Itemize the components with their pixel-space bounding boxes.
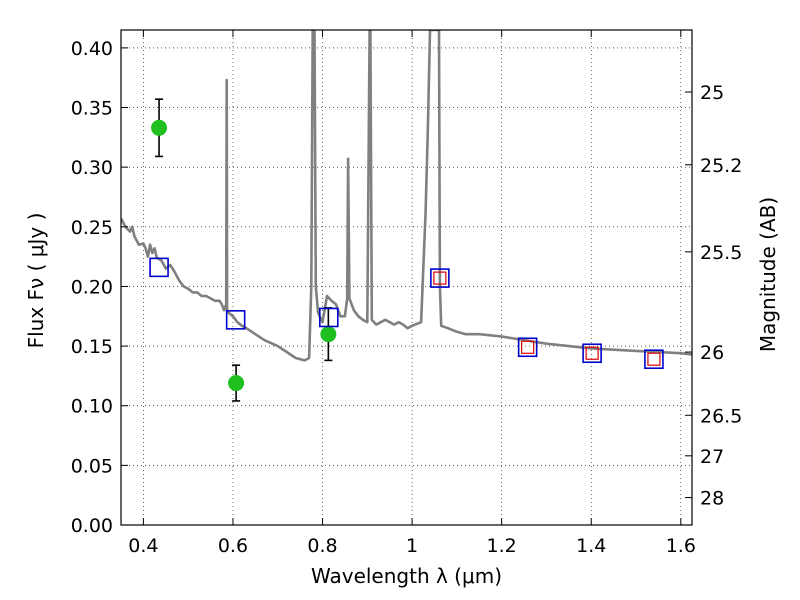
right-tick-label: 25.5 [700,242,742,264]
y-tick-label: 0.05 [71,455,113,477]
model-band-square [318,307,339,328]
model-band-square [517,337,538,358]
grid-lines [121,30,692,526]
model-band-inner-square [647,352,661,366]
y-tick-label: 0.20 [71,276,113,298]
photometry-markers [149,98,664,402]
axis-ticks: 0.4 0.6 0.8 1 1.2 1.4 1.6 0.00 0.05 0.10 0.15 0.20 0… [71,30,742,557]
y-axis-label: Flux Fν ( μJy ) [24,213,48,349]
y-axis-right-label: Magnitude (AB) [756,197,780,352]
x-tick-label: 1.4 [576,535,606,557]
x-tick-label: 0.4 [128,535,158,557]
x-tick-label: 1 [406,535,418,557]
y-tick-label: 0.10 [71,396,113,418]
y-tick-label: 0.15 [71,336,113,358]
model-spectrum-line [121,30,692,362]
observed-flux-point [228,375,245,392]
model-band-square [225,310,246,330]
model-band-square [430,268,450,288]
y-tick-label: 0.35 [71,98,113,120]
model-band-inner-square [585,346,599,360]
model-band-square [644,349,664,370]
observed-flux-point [320,326,337,343]
x-tick-label: 0.6 [218,535,248,557]
observed-flux-point [151,119,168,136]
model-band-inner-square [521,340,535,354]
x-tick-label: 0.8 [307,535,337,557]
model-band-square [149,257,169,278]
right-tick-label: 26 [700,342,724,364]
x-axis-label: Wavelength λ (μm) [311,564,502,588]
model-band-inner-square [433,271,447,285]
spectrum-series [121,30,692,362]
x-tick-label: 1.6 [666,535,696,557]
plot-frame [120,29,693,526]
right-tick-label: 28 [700,488,724,510]
right-tick-label: 27 [700,446,724,468]
right-tick-label: 25.2 [700,155,742,177]
right-tick-label: 26.5 [700,405,742,427]
y-tick-label: 0.30 [71,157,113,179]
y-tick-label: 0.00 [71,515,113,537]
y-tick-label: 0.40 [71,38,113,60]
right-tick-label: 25 [700,82,724,104]
y-tick-label: 0.25 [71,217,113,239]
x-tick-label: 1.2 [487,535,517,557]
model-band-square [582,343,602,364]
